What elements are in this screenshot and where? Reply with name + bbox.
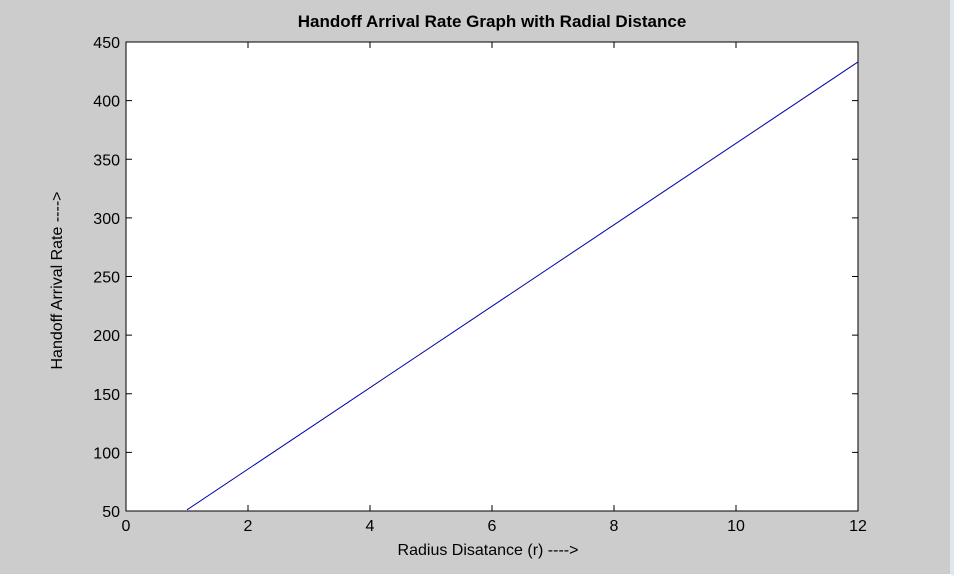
y-tick-label: 300 [93, 211, 120, 228]
chart-title: Handoff Arrival Rate Graph with Radial D… [298, 12, 687, 31]
x-axis-label: Radius Disatance (r) ----> [398, 542, 579, 559]
series-line [186, 61, 859, 511]
x-tick-label: 8 [610, 518, 619, 535]
y-tick-label: 150 [93, 387, 120, 404]
x-tick-label: 2 [244, 518, 253, 535]
x-tick-label: 4 [366, 518, 375, 535]
y-tick-label: 50 [102, 504, 120, 521]
plot-area [125, 41, 859, 512]
series-group [186, 61, 859, 511]
y-tick-label: 250 [93, 270, 120, 287]
x-tick-label: 6 [488, 518, 497, 535]
y-tick-label: 450 [93, 35, 120, 52]
y-tick-label: 200 [93, 328, 120, 345]
y-tick-label: 350 [93, 152, 120, 169]
y-tick-label: 100 [93, 445, 120, 462]
y-tick-label: 400 [93, 94, 120, 111]
x-tick-label: 12 [849, 518, 867, 535]
y-axis-label: Handoff Arrival Rate ----> [49, 192, 66, 370]
tick-marks: 0 2 4 6 8 10 12 50 100 150 200 250 300 350 400 450 [93, 35, 867, 535]
x-tick-label: 0 [122, 518, 131, 535]
x-tick-label: 10 [727, 518, 745, 535]
